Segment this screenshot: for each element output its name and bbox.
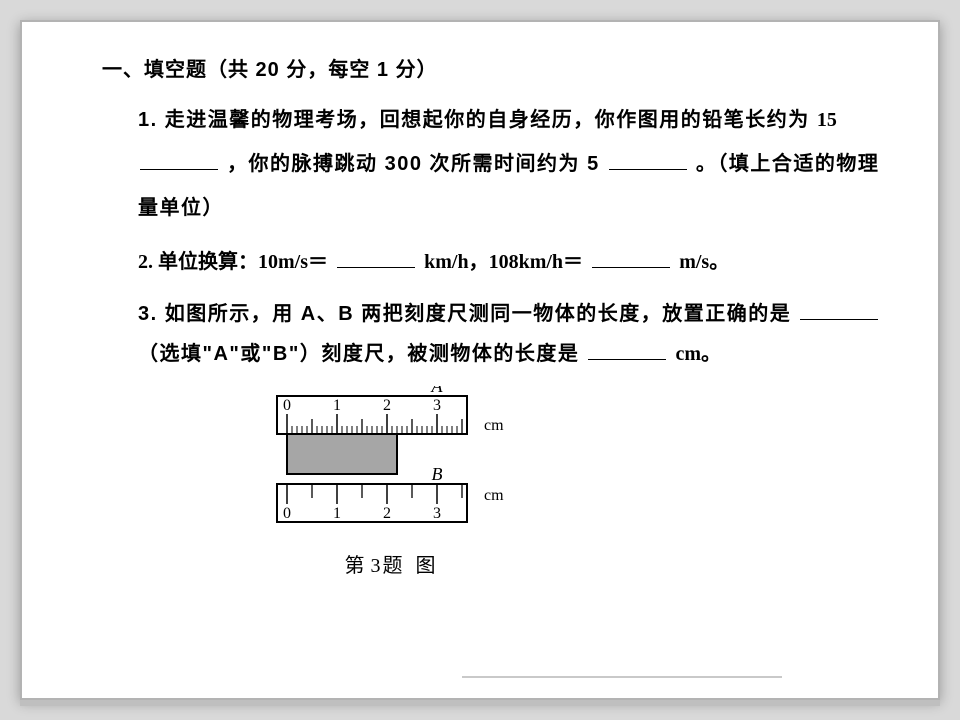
label-a: A [431, 386, 444, 396]
q3-end: cm。 [675, 343, 721, 365]
q1-mid: ，你的脉搏跳动 300 次所需时间约为 5 [227, 153, 600, 175]
q1-blank-1[interactable] [140, 150, 218, 170]
tick-b-2: 2 [383, 505, 391, 522]
q3-line1: 3. 如图所示，用 A、B 两把刻度尺测同一物体的长度，放置正确的是 [138, 303, 791, 325]
q2-end: m/s。 [679, 251, 729, 273]
q2-mid: km/h，108km/h＝ [424, 251, 583, 273]
q3-blank-2[interactable] [588, 340, 666, 360]
tick-a-1: 1 [333, 397, 341, 414]
tick-a-0: 0 [283, 397, 291, 414]
question-1: 1. 走进温馨的物理考场，回想起你的自身经历，你作图用的铅笔长约为 15 ，你的… [102, 98, 882, 230]
footer-line [462, 676, 782, 678]
q3-hint: （选填"A"或"B"）刻度尺，被测物体的长度是 [138, 343, 579, 365]
section-title: 一、填空题（共 20 分，每空 1 分） [102, 56, 882, 84]
cap-num: 3 [371, 555, 381, 577]
content-area: 一、填空题（共 20 分，每空 1 分） 1. 走进温馨的物理考场，回想起你的自… [102, 56, 882, 580]
unit-b: cm [484, 487, 504, 504]
figure-3: 0 1 2 3 A cm [252, 386, 532, 580]
object-block [287, 434, 397, 474]
tick-b-3: 3 [433, 505, 441, 522]
cap-suffix: 题 图 [383, 555, 440, 577]
q2-blank-1[interactable] [337, 248, 415, 268]
figure-caption: 第3题 图 [252, 552, 532, 580]
q2-blank-2[interactable] [592, 248, 670, 268]
tick-a-3: 3 [433, 397, 441, 414]
ruler-a: 0 1 2 3 A cm [277, 386, 504, 434]
ruler-diagram: 0 1 2 3 A cm [267, 386, 517, 546]
unit-a: cm [484, 417, 504, 434]
question-3: 3. 如图所示，用 A、B 两把刻度尺测同一物体的长度，放置正确的是 （选填"A… [102, 294, 882, 374]
question-2: 2. 单位换算：10m/s＝ km/h，108km/h＝ m/s。 [102, 242, 882, 282]
q1-blank-2[interactable] [609, 150, 687, 170]
q1-prefix: 1. 走进温馨的物理考场，回想起你的自身经历，你作图用的铅笔长约为 [138, 109, 810, 131]
q2-prefix: 2. 单位换算：10m/s＝ [138, 251, 328, 273]
paper-frame: 一、填空题（共 20 分，每空 1 分） 1. 走进温馨的物理考场，回想起你的自… [20, 20, 940, 700]
section-title-text: 一、填空题（共 20 分，每空 1 分） [102, 59, 438, 81]
q3-blank-1[interactable] [800, 300, 878, 320]
cap-prefix: 第 [345, 555, 369, 577]
label-b: B [432, 464, 443, 484]
tick-a-2: 2 [383, 397, 391, 414]
tick-b-1: 1 [333, 505, 341, 522]
tick-b-0: 0 [283, 505, 291, 522]
q1-num-15: 15 [817, 109, 837, 131]
